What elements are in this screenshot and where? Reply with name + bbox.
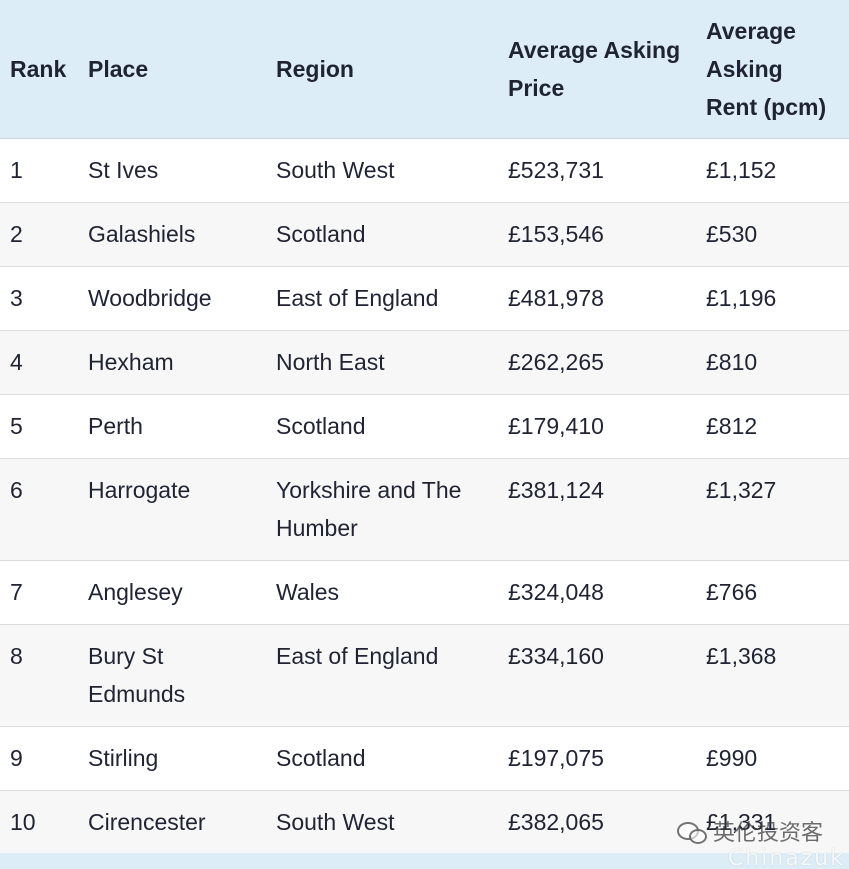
cell-rent: £1,327: [696, 458, 849, 561]
cell-region: Scotland: [266, 394, 498, 459]
cell-place: St Ives: [78, 138, 266, 203]
cell-rent: £1,152: [696, 138, 849, 203]
table-row: 10 Cirencester South West £382,065 £1,33…: [0, 790, 849, 855]
table-row: 2 Galashiels Scotland £153,546 £530: [0, 202, 849, 267]
table-row: 3 Woodbridge East of England £481,978 £1…: [0, 266, 849, 331]
table-row: 7 Anglesey Wales £324,048 £766: [0, 560, 849, 625]
cell-region: East of England: [266, 624, 498, 727]
table-row: 9 Stirling Scotland £197,075 £990: [0, 726, 849, 791]
cell-rent: £1,196: [696, 266, 849, 331]
cell-region: Wales: [266, 560, 498, 625]
cell-rank: 3: [0, 266, 78, 331]
cell-region: South West: [266, 138, 498, 203]
cell-rent: £812: [696, 394, 849, 459]
cell-region: North East: [266, 330, 498, 395]
cell-rent: £990: [696, 726, 849, 791]
cell-price: £324,048: [498, 560, 696, 625]
cell-price: £523,731: [498, 138, 696, 203]
header-row: Rank Place Region Average Asking Price A…: [0, 0, 849, 139]
table-header: Rank Place Region Average Asking Price A…: [0, 0, 849, 139]
cell-price: £179,410: [498, 394, 696, 459]
cell-place: Bury St Edmunds: [78, 624, 266, 727]
table-row: 4 Hexham North East £262,265 £810: [0, 330, 849, 395]
cell-rank: 4: [0, 330, 78, 395]
cell-price: £382,065: [498, 790, 696, 855]
cell-region: Scotland: [266, 726, 498, 791]
table-row: 5 Perth Scotland £179,410 £812: [0, 394, 849, 459]
cell-price: £197,075: [498, 726, 696, 791]
watermark-subtext: Chinazuk: [727, 846, 845, 869]
cell-price: £381,124: [498, 458, 696, 561]
cell-rent: £1,368: [696, 624, 849, 727]
watermark-text: 英伦投资客: [712, 821, 823, 846]
table-row: 6 Harrogate Yorkshire and The Humber £38…: [0, 458, 849, 561]
wechat-icon: [676, 820, 707, 844]
cell-place: Harrogate: [78, 458, 266, 561]
cell-rank: 7: [0, 560, 78, 625]
cell-rank: 2: [0, 202, 78, 267]
cell-price: £262,265: [498, 330, 696, 395]
cell-place: Anglesey: [78, 560, 266, 625]
table-row: 8 Bury St Edmunds East of England £334,1…: [0, 624, 849, 727]
cell-place: Cirencester: [78, 790, 266, 855]
cell-price: £481,978: [498, 266, 696, 331]
cell-place: Woodbridge: [78, 266, 266, 331]
cell-rent: £810: [696, 330, 849, 395]
table-row: 1 St Ives South West £523,731 £1,152: [0, 138, 849, 203]
table-footer-strip: [0, 853, 849, 869]
cell-rent: £530: [696, 202, 849, 267]
cell-rank: 1: [0, 138, 78, 203]
cell-rank: 8: [0, 624, 78, 727]
cell-region: East of England: [266, 266, 498, 331]
cell-rank: 6: [0, 458, 78, 561]
header-rent[interactable]: Average Asking Rent (pcm): [696, 0, 849, 139]
watermark: 英伦投资客: [676, 815, 823, 847]
cell-place: Hexham: [78, 330, 266, 395]
cell-price: £153,546: [498, 202, 696, 267]
header-place[interactable]: Place: [78, 0, 266, 139]
cell-price: £334,160: [498, 624, 696, 727]
cell-place: Galashiels: [78, 202, 266, 267]
header-rank[interactable]: Rank: [0, 0, 78, 139]
table-body: 1 St Ives South West £523,731 £1,152 2 G…: [0, 138, 849, 855]
header-region[interactable]: Region: [266, 0, 498, 139]
cell-region: Scotland: [266, 202, 498, 267]
cell-region: Yorkshire and The Humber: [266, 458, 498, 561]
cell-rank: 9: [0, 726, 78, 791]
cell-rank: 10: [0, 790, 78, 855]
cell-place: Stirling: [78, 726, 266, 791]
header-price[interactable]: Average Asking Price: [498, 0, 696, 139]
cell-rank: 5: [0, 394, 78, 459]
cell-rent: £766: [696, 560, 849, 625]
cell-rent: £1,331: [696, 790, 849, 855]
cell-place: Perth: [78, 394, 266, 459]
cell-region: South West: [266, 790, 498, 855]
